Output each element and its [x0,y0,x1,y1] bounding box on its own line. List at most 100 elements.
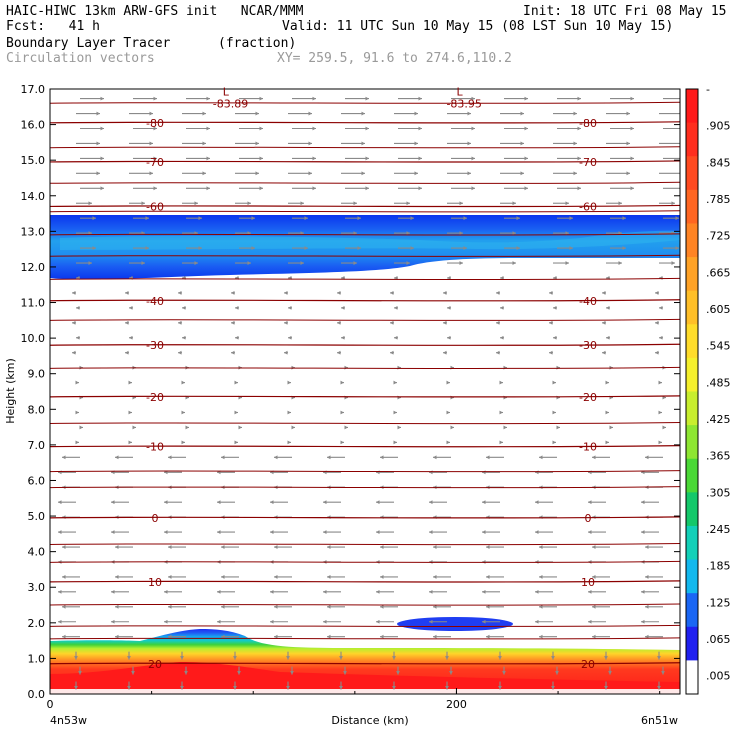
colorbar-swatch [686,89,698,124]
wind-vector-head [341,305,345,310]
wind-vector-head [539,604,543,609]
wind-vector-head [62,634,66,639]
wind-vector-head [287,410,291,415]
cross-section-coords: XY= 259.5, 91.6 to 274.6,110.2 [277,51,512,66]
wind-vector-head [459,261,463,265]
wind-vector-head [450,395,454,400]
wind-vector-head [255,111,259,116]
x-tick-label: 0 [47,698,54,711]
wind-vector-head [217,530,221,534]
colorbar-label: .545 [706,340,731,353]
title-left: HAIC-HIWC 13km ARW-GFS init NCAR/MMM [6,4,304,19]
wind-vector-head [270,500,274,505]
wind-vector-head [393,380,397,385]
wind-vector-head [153,186,157,191]
wind-vector-head [467,171,471,176]
wind-vector-head [641,589,645,594]
y-tick-label: 1.0 [28,652,46,665]
wind-vector-head [588,589,592,594]
wind-vector-head [217,619,221,624]
wind-vector-head [202,171,206,176]
isotherm-line [50,254,680,257]
y-tick-label: 14.0 [21,190,46,203]
wind-vector-head [622,216,626,221]
wind-vector-head [618,201,622,206]
wind-vector-head [312,126,316,131]
upper-tracer-core [60,230,680,250]
y-tick-label: 10.0 [21,332,46,345]
wind-vector-head [549,291,553,295]
wind-vector-head [482,530,486,534]
wind-vector-head [312,186,316,191]
low-marker-letter: L [456,86,463,99]
wind-vector-head [128,380,132,385]
wind-vector-head [539,574,543,579]
colorbar-label: .425 [706,413,731,426]
colorbar-label: .665 [706,266,731,279]
wind-vector-head [565,201,569,206]
wind-vector-head [343,671,347,675]
wind-vector-head [524,126,528,131]
wind-vector-head [482,619,486,624]
wind-vector-head [164,530,168,534]
labeled-isotherm [50,662,680,665]
wind-vector-head [58,470,62,475]
low-markers: L-83.89L-83.95 [213,86,482,111]
wind-vector-head [406,201,410,206]
wind-vector-head [604,686,608,690]
wind-vector-head [496,350,500,355]
colorbar-swatch [686,626,698,661]
wind-vector-head [149,111,153,116]
wind-vector-head [630,156,634,161]
colorbar-frame [685,88,699,695]
isotherm-line [50,101,680,104]
wind-vector-head [486,455,490,460]
wind-vector-head [58,619,62,624]
wind-vector-head [182,335,186,340]
wind-vector-head [290,671,294,675]
isotherm-label: -60 [579,200,597,213]
y-tick-label: 15.0 [21,154,46,167]
labeled-isotherm [50,343,680,346]
wind-vector-head [255,171,259,176]
isotherm-label: 0 [152,512,159,525]
wind-vector-head [602,350,606,355]
wind-vector-head [657,686,661,690]
wind-vector-head [100,156,104,161]
wind-vector-head [353,201,357,206]
wind-vector-head [259,96,263,101]
wind-vector-head [72,350,76,355]
colorbar-swatch [686,223,698,258]
wind-vector-head [231,350,235,355]
isotherm-line [50,318,680,321]
isotherm-line [50,560,680,563]
wind-vector-head [62,604,66,609]
wind-vector-head [394,335,398,340]
wind-vector-head [274,455,278,460]
wind-vector-head [72,320,76,325]
wind-vector-head [62,574,66,579]
y-tick-label: 13.0 [21,225,46,238]
wind-vector-head [327,545,331,549]
colorbar-swatch [686,357,698,392]
wind-vector-head [396,671,400,675]
wind-vector-head [588,500,592,505]
wind-vector-head [429,500,433,505]
wind-vector-head [234,410,238,415]
wind-vector-head [657,656,661,660]
wind-vector-head [221,455,225,460]
wind-vector-head [552,440,556,445]
wind-vector-head [180,656,184,660]
y-tick-label: 16.0 [21,119,46,132]
wind-vector-head [498,656,502,660]
wind-vector-head [168,634,172,639]
wind-vector-head [58,530,62,534]
colorbar-swatch [686,559,698,594]
wind-vector-head [641,530,645,534]
wind-vector-head [482,470,486,475]
wind-vector-head [96,171,100,176]
wind-vector-head [149,141,153,146]
wind-vector-head [433,604,437,609]
y-tick-label: 0.0 [28,688,46,701]
wind-vector-head [658,380,662,385]
